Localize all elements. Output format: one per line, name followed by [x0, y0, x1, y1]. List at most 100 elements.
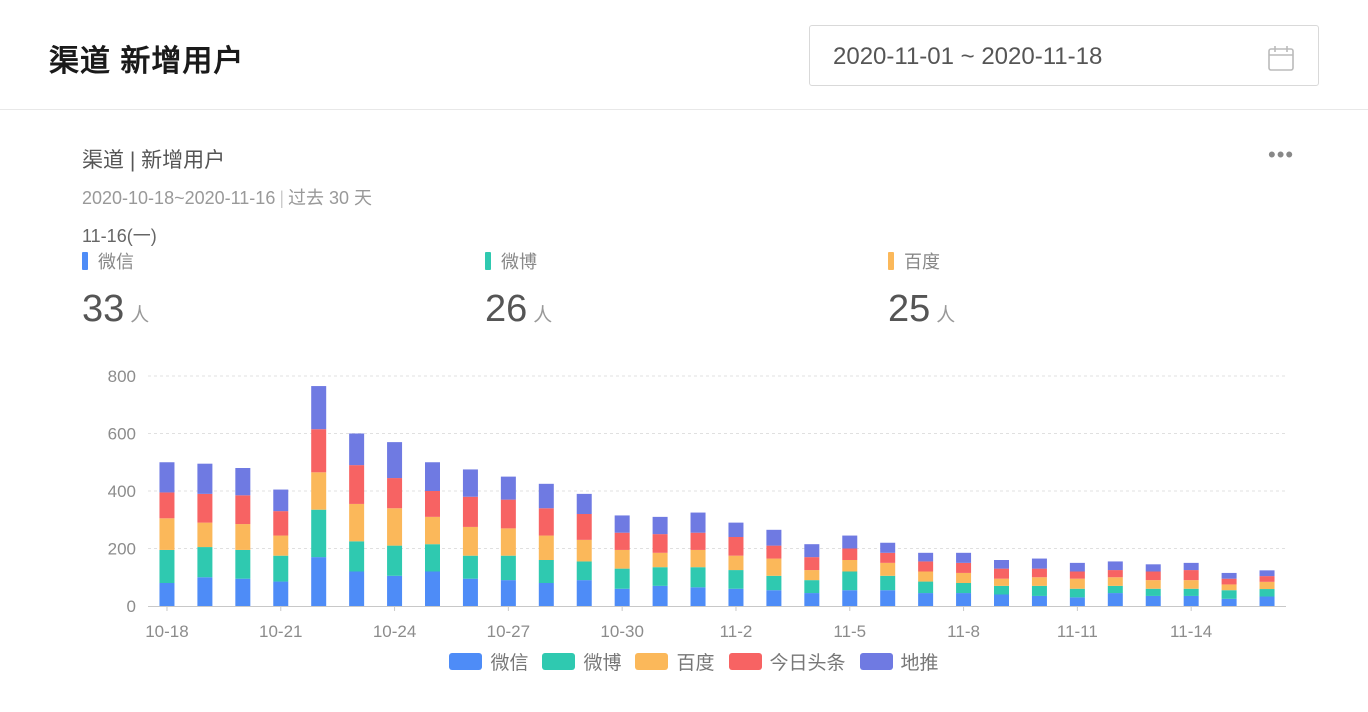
bar-segment — [387, 545, 403, 576]
bar-segment — [538, 508, 554, 536]
bar-segment — [766, 590, 782, 606]
legend-label: 微信 — [490, 653, 529, 674]
metric-name: 百度 — [904, 252, 940, 272]
bar-segment — [804, 557, 820, 571]
bar-segment — [235, 578, 251, 606]
bar-segment — [652, 567, 668, 586]
bar-segment — [349, 541, 365, 572]
bar-segment — [614, 532, 630, 550]
metric-weibo: 微博 26 人 — [485, 248, 552, 331]
bar-segment — [690, 512, 706, 533]
calendar-icon[interactable] — [1267, 44, 1295, 77]
bar-segment — [235, 468, 251, 496]
metric-swatch — [485, 252, 491, 270]
bar-segment — [311, 429, 327, 473]
bar-segment — [538, 583, 554, 606]
bar-segment — [652, 552, 668, 568]
bar-segment — [1221, 584, 1237, 591]
bar-segment — [311, 386, 327, 430]
legend-swatch — [542, 653, 576, 670]
bar-segment — [159, 518, 175, 550]
period-note: 过去 30 天 — [288, 188, 373, 208]
x-tick-label: 10-27 — [487, 622, 530, 641]
bar-segment — [880, 590, 896, 606]
metric-name: 微信 — [98, 252, 134, 272]
bar-segment — [500, 499, 516, 529]
metric-unit: 人 — [130, 305, 150, 326]
metric-wechat: 微信 33 人 — [82, 248, 149, 331]
bar-segment — [956, 593, 972, 606]
bar-segment — [918, 571, 934, 582]
bar-segment — [1183, 562, 1199, 571]
bar-segment — [1221, 590, 1237, 599]
x-tick-label: 11-8 — [947, 622, 980, 641]
page-header: 渠道 新增用户 2020-11-01 ~ 2020-11-18 — [0, 0, 1368, 110]
selected-date: 11-16(一) — [82, 226, 157, 246]
bar-segment — [804, 570, 820, 581]
bar-segment — [994, 560, 1009, 569]
metric-swatch — [82, 252, 88, 270]
bar-segment — [766, 575, 782, 591]
bar-segment — [918, 593, 934, 606]
bar-segment — [387, 442, 403, 479]
bar-segment — [1031, 595, 1047, 606]
bar-segment — [956, 572, 972, 583]
legend-item[interactable]: 微信 — [449, 648, 528, 675]
bar-segment — [462, 496, 478, 527]
bar-segment — [1221, 572, 1237, 579]
bar-segment — [462, 555, 478, 579]
bar-segment — [994, 594, 1009, 606]
bar-segment — [880, 552, 896, 563]
x-tick-label: 10-18 — [145, 622, 188, 641]
legend-item[interactable]: 百度 — [635, 648, 715, 675]
bar-segment — [918, 581, 934, 594]
bar-segment — [880, 542, 896, 553]
x-tick-label: 11-11 — [1057, 622, 1098, 641]
legend-label: 地推 — [900, 653, 939, 674]
bar-segment — [425, 462, 440, 491]
bar-segment — [538, 560, 554, 583]
bar-segment — [273, 555, 289, 582]
bar-segment — [273, 511, 289, 536]
bar-segment — [235, 524, 251, 550]
bar-segment — [425, 491, 440, 517]
bar-segment — [728, 570, 744, 589]
bar-segment — [956, 552, 972, 563]
more-options-icon[interactable]: ••• — [1268, 142, 1295, 167]
bar-segment — [728, 537, 744, 556]
legend-label: 百度 — [676, 653, 715, 674]
legend-item[interactable]: 微博 — [542, 648, 621, 675]
metric-value: 25 — [888, 288, 931, 330]
bar-segment — [462, 469, 478, 497]
legend-label: 今日头条 — [769, 653, 846, 674]
bar-segment — [1069, 597, 1085, 606]
bar-segment — [614, 549, 630, 569]
bar-segment — [1145, 588, 1161, 596]
bar-segment — [1145, 571, 1161, 581]
bar-segment — [159, 549, 175, 583]
legend-item[interactable]: 今日头条 — [728, 648, 846, 675]
bar-segment — [273, 489, 289, 512]
date-range-picker[interactable]: 2020-11-01 ~ 2020-11-18 — [809, 25, 1319, 86]
bar-segment — [462, 526, 478, 556]
bar-segment — [500, 476, 516, 500]
legend-item[interactable]: 地推 — [859, 648, 939, 675]
bar-segment — [1259, 581, 1275, 590]
metric-unit: 人 — [533, 305, 553, 326]
bar-segment — [500, 555, 516, 581]
bar-segment — [273, 581, 289, 606]
bar-segment — [1069, 588, 1085, 598]
x-tick-label: 11-5 — [833, 622, 866, 641]
date-range-value: 2020-11-01 ~ 2020-11-18 — [833, 43, 1103, 70]
bar-segment — [235, 495, 251, 525]
bar-segment — [576, 539, 592, 562]
bar-segment — [387, 478, 403, 509]
bar-segment — [387, 508, 403, 546]
metric-swatch — [888, 252, 894, 270]
bar-segment — [766, 529, 782, 546]
metric-baidu: 百度 25 人 — [888, 248, 955, 331]
bar-segment — [425, 516, 440, 545]
bar-segment — [842, 560, 858, 572]
bar-segment — [1069, 571, 1085, 579]
period-range: 2020-10-18~2020-11-16 — [82, 188, 276, 208]
